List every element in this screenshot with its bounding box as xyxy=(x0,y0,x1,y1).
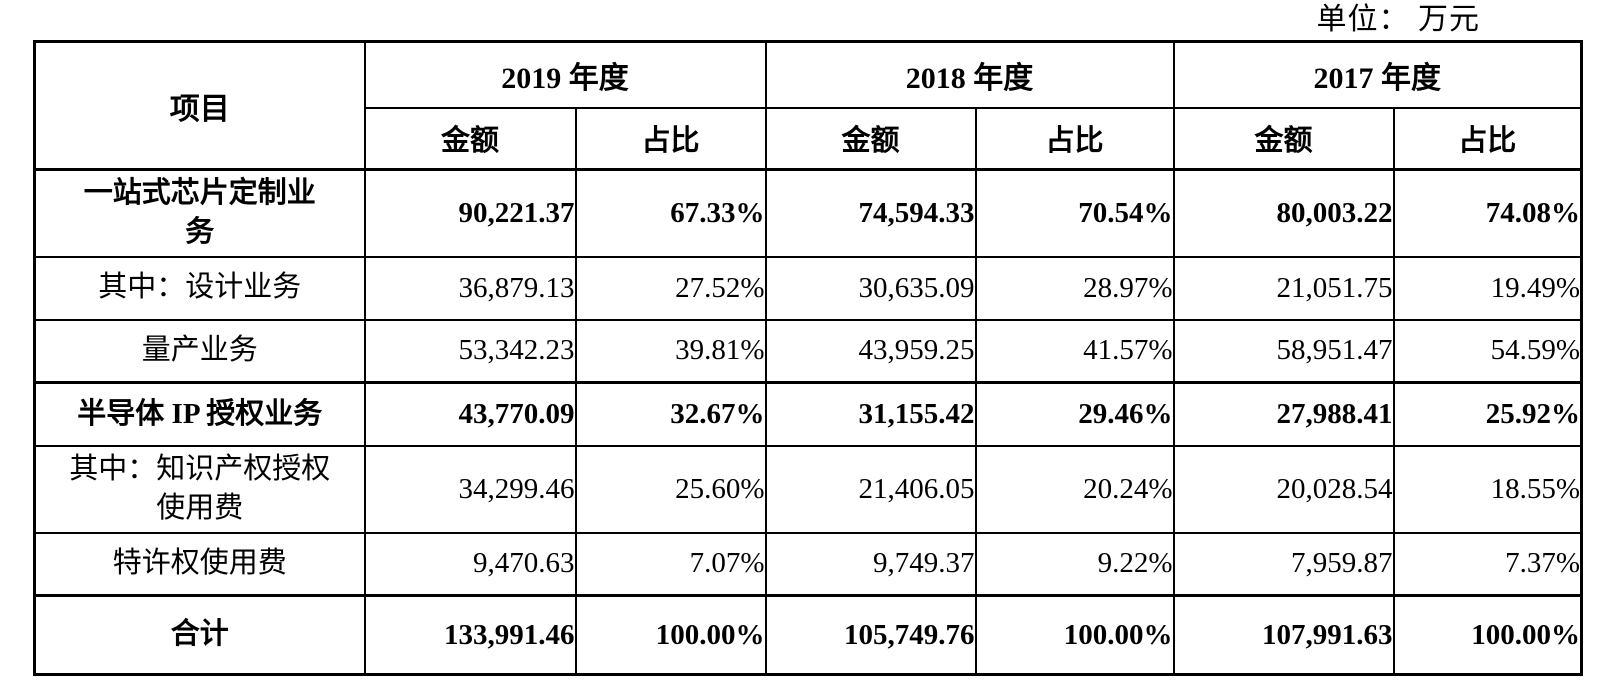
item-label: 合计 xyxy=(170,618,229,651)
item-label: 量产业务 xyxy=(141,334,258,367)
amount-cell: 20,028.54 xyxy=(1172,444,1395,534)
item-cell: 其中：设计业务 xyxy=(33,255,366,321)
column-header-amount-2017: 金额 xyxy=(1172,106,1395,171)
item-label: 其中：设计业务 xyxy=(98,271,302,304)
amount-cell: 53,342.23 xyxy=(363,318,577,384)
amount-cell: 34,299.46 xyxy=(363,444,577,534)
ratio-cell: 18.55% xyxy=(1392,444,1583,534)
page: 单位： 万元 项目 2019 年度 2018 年度 2017 年度 金额 占比 … xyxy=(0,0,1614,676)
column-header-ratio-2019: 占比 xyxy=(574,106,767,171)
item-label: 一站式芯片定制业务 xyxy=(83,177,316,249)
ratio-cell: 70.54% xyxy=(974,168,1175,258)
ratio-cell: 7.07% xyxy=(574,531,767,597)
ratio-cell: 100.00% xyxy=(1392,594,1583,676)
amount-cell: 74,594.33 xyxy=(764,168,977,258)
amount-cell: 21,406.05 xyxy=(764,444,977,534)
ratio-cell: 39.81% xyxy=(574,318,767,384)
amount-cell: 7,959.87 xyxy=(1172,531,1395,597)
ratio-cell: 7.37% xyxy=(1392,531,1583,597)
table-row: 其中：知识产权授权使用费 34,299.46 25.60% 21,406.05 20.2… xyxy=(33,444,1583,534)
item-cell: 半导体 IP 授权业务 xyxy=(33,381,366,447)
ratio-cell: 41.57% xyxy=(974,318,1175,384)
ratio-cell: 32.67% xyxy=(574,381,767,447)
amount-cell: 9,749.37 xyxy=(764,531,977,597)
year-header-2017: 2017 年度 xyxy=(1172,40,1583,109)
ratio-cell: 25.60% xyxy=(574,444,767,534)
table-row: 特许权使用费 9,470.63 7.07% 9,749.37 9.22% 7,959.87… xyxy=(33,531,1583,597)
amount-cell: 21,051.75 xyxy=(1172,255,1395,321)
item-cell: 一站式芯片定制业务 xyxy=(33,168,366,258)
ratio-cell: 28.97% xyxy=(974,255,1175,321)
ratio-cell: 100.00% xyxy=(574,594,767,676)
item-label: 其中：知识产权授权使用费 xyxy=(69,452,331,524)
unit-row: 单位： 万元 xyxy=(0,0,1614,40)
table-row: 量产业务 53,342.23 39.81% 43,959.25 41.57% 58,951… xyxy=(33,318,1583,384)
amount-cell: 107,991.63 xyxy=(1172,594,1395,676)
amount-cell: 9,470.63 xyxy=(363,531,577,597)
table-row: 一站式芯片定制业务 90,221.37 67.33% 74,594.33 70.54% 8… xyxy=(33,168,1583,258)
amount-cell: 43,770.09 xyxy=(363,381,577,447)
item-label: 特许权使用费 xyxy=(112,547,287,580)
ratio-cell: 29.46% xyxy=(974,381,1175,447)
item-cell: 合计 xyxy=(33,594,366,676)
ratio-cell: 67.33% xyxy=(574,168,767,258)
item-cell: 量产业务 xyxy=(33,318,366,384)
ratio-cell: 74.08% xyxy=(1392,168,1583,258)
table-row: 半导体 IP 授权业务 43,770.09 32.67% 31,155.42 29.46… xyxy=(33,381,1583,447)
column-header-amount-2018: 金额 xyxy=(764,106,977,171)
item-cell: 其中：知识产权授权使用费 xyxy=(33,444,366,534)
amount-cell: 80,003.22 xyxy=(1172,168,1395,258)
ratio-cell: 25.92% xyxy=(1392,381,1583,447)
year-header-2019: 2019 年度 xyxy=(363,40,767,109)
ratio-cell: 19.49% xyxy=(1392,255,1583,321)
revenue-breakdown-table: 项目 2019 年度 2018 年度 2017 年度 金额 占比 金额 占比 金… xyxy=(33,40,1583,676)
amount-cell: 133,991.46 xyxy=(363,594,577,676)
amount-cell: 27,988.41 xyxy=(1172,381,1395,447)
subheader-row: 金额 占比 金额 占比 金额 占比 xyxy=(35,106,1583,171)
amount-cell: 105,749.76 xyxy=(764,594,977,676)
ratio-cell: 100.00% xyxy=(974,594,1175,676)
column-header-amount-2019: 金额 xyxy=(363,106,577,171)
ratio-cell: 27.52% xyxy=(574,255,767,321)
column-header-item: 项目 xyxy=(33,40,366,171)
item-cell: 特许权使用费 xyxy=(33,531,366,597)
amount-cell: 31,155.42 xyxy=(764,381,977,447)
column-header-ratio-2017: 占比 xyxy=(1392,106,1583,171)
amount-cell: 43,959.25 xyxy=(764,318,977,384)
ratio-cell: 20.24% xyxy=(974,444,1175,534)
year-header-row: 项目 2019 年度 2018 年度 2017 年度 xyxy=(33,40,1583,171)
table-row: 合计 133,991.46 100.00% 105,749.76 100.00% 107,… xyxy=(33,594,1583,676)
amount-cell: 36,879.13 xyxy=(363,255,577,321)
item-label: 半导体 IP 授权业务 xyxy=(77,397,323,430)
amount-cell: 30,635.09 xyxy=(764,255,977,321)
column-header-ratio-2018: 占比 xyxy=(974,106,1175,171)
year-header-2018: 2018 年度 xyxy=(764,40,1175,109)
ratio-cell: 9.22% xyxy=(974,531,1175,597)
amount-cell: 58,951.47 xyxy=(1172,318,1395,384)
unit-label: 单位： 万元 xyxy=(1316,3,1480,36)
table-row: 其中：设计业务 36,879.13 27.52% 30,635.09 28.97% 21,… xyxy=(33,255,1583,321)
amount-cell: 90,221.37 xyxy=(363,168,577,258)
ratio-cell: 54.59% xyxy=(1392,318,1583,384)
